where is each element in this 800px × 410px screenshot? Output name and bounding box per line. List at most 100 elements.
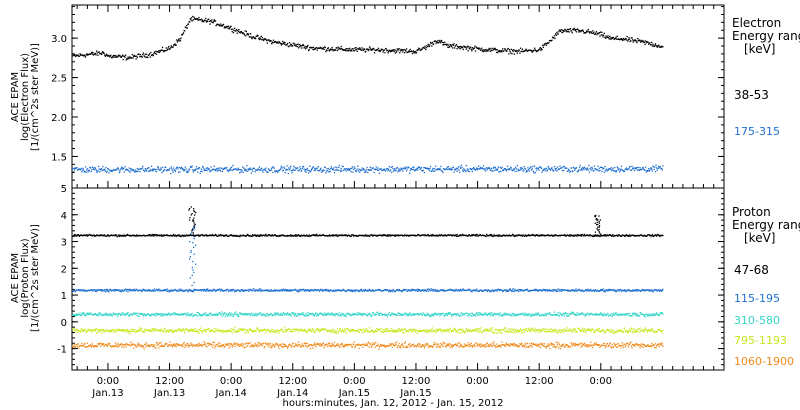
point-310-580: [589, 313, 591, 316]
point-115-195: [570, 290, 572, 292]
point-115-195: [460, 290, 462, 292]
point-47-68: [380, 234, 382, 237]
point-175-315: [149, 169, 151, 172]
point-38-53: [455, 45, 457, 47]
point-795-1193: [188, 329, 190, 331]
point-175-315: [239, 169, 241, 171]
point-115-195: [620, 289, 622, 291]
point-310-580: [238, 315, 240, 317]
point-310-580: [230, 315, 232, 317]
point-310-580: [484, 312, 487, 314]
point-795-1193: [144, 328, 146, 330]
point-47-68: [337, 235, 339, 237]
point-175-315: [310, 169, 312, 172]
point-38-53: [221, 25, 223, 27]
point-115-195: [584, 290, 586, 292]
point-115-195: [141, 289, 143, 292]
point-795-1193: [80, 331, 82, 333]
point-115-195: [526, 289, 528, 291]
point-38-53: [441, 39, 443, 42]
point-310-580: [97, 313, 99, 316]
point-310-580: [455, 314, 458, 317]
point-175-315: [542, 169, 544, 172]
point-115-195: [153, 290, 155, 292]
point-175-315: [292, 168, 294, 170]
point-38-53: [575, 31, 578, 33]
point-38-53: [600, 34, 602, 36]
point-310-580: [84, 314, 87, 316]
point-175-315: [286, 165, 288, 167]
point-38-53: [133, 55, 135, 57]
point-175-315: [152, 169, 154, 172]
point-310-580: [479, 312, 481, 314]
point-310-580: [545, 314, 547, 316]
point-175-315: [633, 167, 635, 170]
point-795-1193: [134, 331, 137, 333]
point-795-1193: [149, 329, 151, 331]
point-115-195: [574, 289, 576, 292]
point-310-580: [391, 312, 393, 314]
point-175-315: [197, 168, 199, 170]
point-47-68: [267, 234, 269, 237]
point-175-315: [211, 169, 214, 171]
point-175-315: [331, 168, 333, 170]
point-47-68: [223, 234, 225, 236]
point-175-315: [569, 170, 572, 173]
point-115-195: [545, 290, 547, 292]
point-795-1193: [75, 329, 77, 331]
point-47-68: [472, 234, 474, 236]
point-115-195: [219, 288, 221, 290]
point-310-580: [203, 313, 206, 315]
point-795-1193: [125, 329, 127, 331]
point-310-580: [208, 314, 210, 317]
point-175-315: [293, 169, 296, 171]
point-310-580: [406, 315, 408, 317]
point-115-195: [437, 290, 440, 292]
point-310-580: [176, 313, 178, 315]
point-115-195: [414, 289, 416, 291]
point-47-68: [603, 234, 605, 236]
point-47-68: [470, 235, 472, 237]
point-47-68: [514, 235, 516, 238]
point-310-580: [138, 315, 140, 317]
point-310-580: [174, 314, 176, 316]
point-47-68: [512, 234, 514, 236]
point-310-580: [525, 314, 527, 316]
point-38-53: [101, 53, 103, 56]
point-115-195: [101, 290, 103, 292]
point-310-580: [337, 313, 339, 315]
point-115-195: [233, 289, 235, 291]
point-47-68: [575, 235, 578, 237]
point-310-580: [88, 313, 90, 315]
point-115-195: [368, 288, 371, 290]
point-38-53: [568, 31, 570, 33]
point-175-315: [519, 167, 522, 169]
point-38-53: [131, 57, 133, 59]
point-175-315: [641, 168, 643, 170]
point-310-580: [433, 315, 435, 317]
point-175-315: [324, 166, 326, 169]
point-795-1193: [131, 330, 133, 332]
point-175-315: [433, 168, 435, 170]
point-38-53: [546, 42, 548, 45]
point-47-68: [541, 234, 543, 236]
point-47-68: [163, 235, 165, 237]
point-310-580: [635, 314, 637, 316]
point-115-195: [423, 289, 425, 291]
point-115-195: [604, 291, 607, 293]
point-115-195: [502, 290, 504, 292]
point-115-195: [234, 290, 236, 292]
point-310-580: [434, 312, 437, 314]
point-38-53: [314, 48, 316, 50]
point-38-53: [443, 44, 445, 46]
point-38-53: [453, 43, 455, 45]
point-38-53: [641, 40, 644, 42]
point-115-195: [399, 290, 401, 292]
point-310-580: [438, 313, 440, 315]
point-115-195: [274, 289, 276, 291]
point-175-315: [372, 167, 374, 169]
point-115-195: [628, 289, 631, 292]
point-38-53: [311, 46, 313, 49]
point-115-195: [418, 290, 420, 292]
point-38-53: [470, 46, 472, 48]
